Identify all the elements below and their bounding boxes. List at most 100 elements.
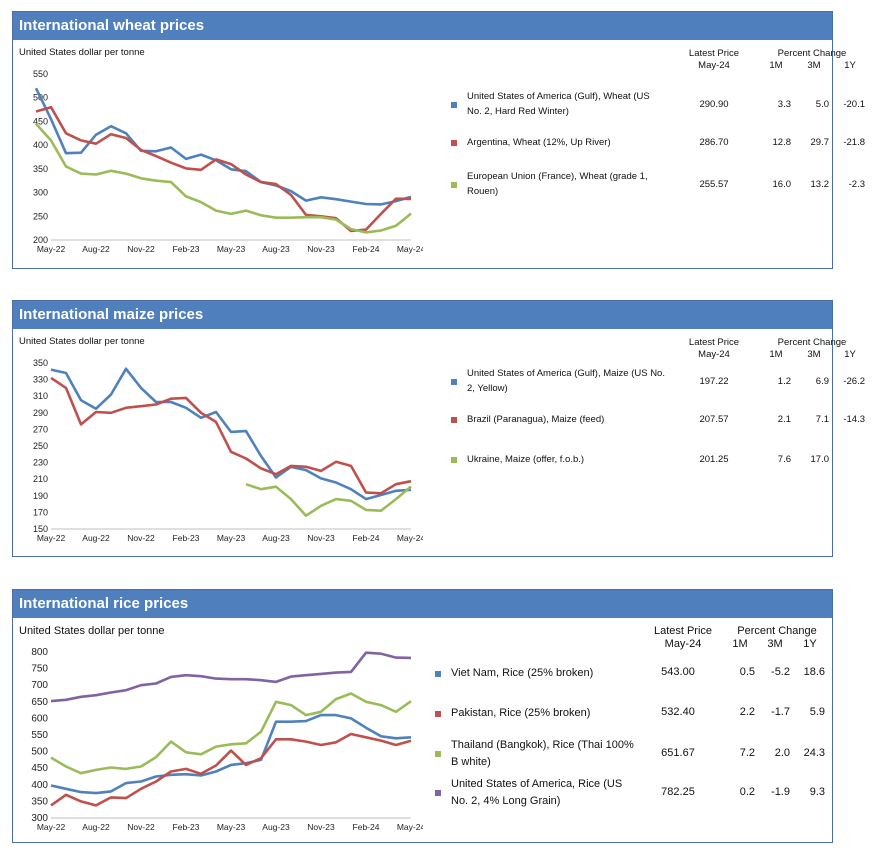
change-3m-value: -1.9	[771, 785, 790, 798]
col-3m: 3M	[807, 60, 821, 71]
series-name: Thailand (Bangkok), Rice (Thai 100% B wh…	[451, 739, 634, 769]
x-tick-label: May-22	[37, 533, 66, 543]
change-1y-value: -20.1	[843, 98, 865, 110]
col-3m: 3M	[807, 349, 821, 360]
latest-price-header: Latest Price	[688, 48, 740, 59]
latest-price-value: 543.00	[661, 666, 695, 679]
series-line	[245, 482, 412, 517]
change-1y-value: -21.8	[843, 137, 865, 149]
table-row: Argentina, Wheat (12%, Up River) 286.70 12…	[449, 136, 865, 151]
y-tick-label: 350	[33, 164, 48, 174]
series-name: United States of America (Gulf), Maize (…	[467, 368, 665, 394]
table-row: Ukraine, Maize (offer, f.o.b.) 201.25 7.6 1…	[449, 453, 829, 468]
col-1y: 1Y	[844, 349, 856, 360]
latest-price-value: 286.70	[699, 137, 729, 149]
x-tick-label: Aug-23	[262, 244, 290, 254]
change-1y-value: 9.3	[809, 785, 825, 798]
change-1y-value: -2.3	[848, 178, 865, 190]
series-name: Brazil (Paranagua), Maize (feed)	[467, 414, 605, 425]
x-tick-label: Aug-23	[262, 822, 290, 832]
table-row: United States of America, Rice (US No. 2…	[433, 776, 833, 810]
y-tick-label: 190	[33, 491, 48, 501]
table-row: Brazil (Paranagua), Maize (feed) 207.57 2.…	[449, 413, 865, 428]
y-tick-label: 150	[33, 524, 48, 534]
change-3m-value: 17.0	[810, 454, 830, 466]
change-1y-value: 5.9	[809, 706, 825, 719]
series-line	[50, 367, 412, 501]
latest-price-header: Latest Price	[653, 625, 713, 637]
change-1m-value: 16.0	[772, 178, 792, 190]
series-line	[34, 87, 412, 206]
change-1m-value: 1.2	[777, 375, 791, 387]
y-tick-label: 170	[33, 507, 48, 517]
y-tick-label: 250	[33, 211, 48, 221]
x-tick-label: May-22	[37, 822, 66, 832]
y-tick-label: 550	[31, 730, 48, 741]
change-3m-value: -5.2	[771, 666, 790, 679]
x-tick-label: Nov-23	[307, 533, 335, 543]
maize-unit-label: United States dollar per tonne	[19, 336, 145, 347]
latest-price-date: May-24	[698, 349, 730, 360]
change-1m-value: 7.2	[739, 746, 755, 759]
x-tick-label: Feb-23	[173, 244, 200, 254]
x-tick-label: Nov-22	[127, 822, 155, 832]
x-tick-label: Feb-24	[353, 533, 380, 543]
rice-chart: 300 350 400 450 500 550 600 650 700 750 800 May-22 A…	[31, 647, 423, 832]
y-tick-label: 600	[31, 713, 48, 724]
series-line	[35, 122, 412, 234]
x-tick-label: Nov-22	[127, 533, 155, 543]
maize-table: Latest Price May-24 Percent Change 1M 3M…	[449, 337, 865, 547]
x-tick-label: Feb-23	[173, 533, 200, 543]
x-tick-label: Nov-23	[307, 822, 335, 832]
y-tick-label: 250	[33, 441, 48, 451]
x-tick-label: May-22	[37, 244, 66, 254]
y-tick-label: 300	[31, 813, 48, 824]
y-tick-label: 350	[33, 358, 48, 368]
latest-price-value: 782.25	[661, 785, 695, 798]
y-tick-label: 450	[31, 763, 48, 774]
legend-marker-icon	[451, 457, 457, 464]
latest-price-value: 532.40	[661, 706, 695, 719]
series-name: United States of America (Gulf), Wheat (…	[467, 91, 650, 117]
y-tick-label: 550	[33, 69, 48, 79]
x-tick-label: May-23	[217, 822, 246, 832]
y-tick-label: 650	[31, 697, 48, 708]
change-1m-value: 7.6	[777, 454, 791, 466]
y-tick-label: 230	[33, 458, 48, 468]
legend-marker-icon	[435, 751, 441, 758]
change-3m-value: -1.7	[771, 706, 790, 719]
maize-panel: International maize prices United States…	[12, 300, 865, 557]
y-tick-label: 400	[33, 140, 48, 150]
x-tick-label: May-23	[217, 244, 246, 254]
legend-marker-icon	[435, 670, 441, 677]
change-1m-value: 3.3	[777, 98, 791, 110]
change-1m-value: 2.2	[739, 706, 755, 719]
x-tick-label: Aug-22	[82, 533, 110, 543]
col-3m: 3M	[767, 638, 783, 650]
x-tick-label: May-24	[397, 533, 423, 543]
wheat-unit-label: United States dollar per tonne	[19, 47, 145, 58]
series-name: European Union (France), Wheat (grade 1,…	[467, 171, 648, 197]
table-row: United States of America (Gulf), Maize (…	[449, 367, 865, 396]
legend-marker-icon	[451, 417, 457, 424]
percent-change-header: Percent Change	[737, 625, 817, 637]
latest-price-header: Latest Price	[688, 337, 740, 348]
series-line	[50, 376, 412, 495]
latest-price-value: 197.22	[699, 375, 729, 387]
y-tick-label: 300	[33, 188, 48, 198]
wheat-table: Latest Price May-24 Percent Change 1M 3M…	[449, 48, 865, 258]
change-3m-value: 7.1	[815, 414, 829, 426]
legend-marker-icon	[451, 378, 457, 385]
y-tick-label: 750	[31, 664, 48, 675]
percent-change-header: Percent Change	[777, 48, 847, 59]
rice-table: Latest Price May-24 Percent Change 1M 3M…	[433, 625, 833, 840]
y-tick-label: 330	[33, 375, 48, 385]
y-tick-label: 210	[33, 474, 48, 484]
y-tick-label: 270	[33, 424, 48, 434]
series-name: Viet Nam, Rice (25% broken)	[451, 667, 594, 679]
change-3m-value: 29.7	[810, 137, 830, 149]
change-3m-value: 5.0	[815, 98, 829, 110]
wheat-panel-title: International wheat prices	[13, 12, 832, 40]
y-tick-label: 500	[31, 747, 48, 758]
latest-price-date: May-24	[664, 638, 702, 650]
